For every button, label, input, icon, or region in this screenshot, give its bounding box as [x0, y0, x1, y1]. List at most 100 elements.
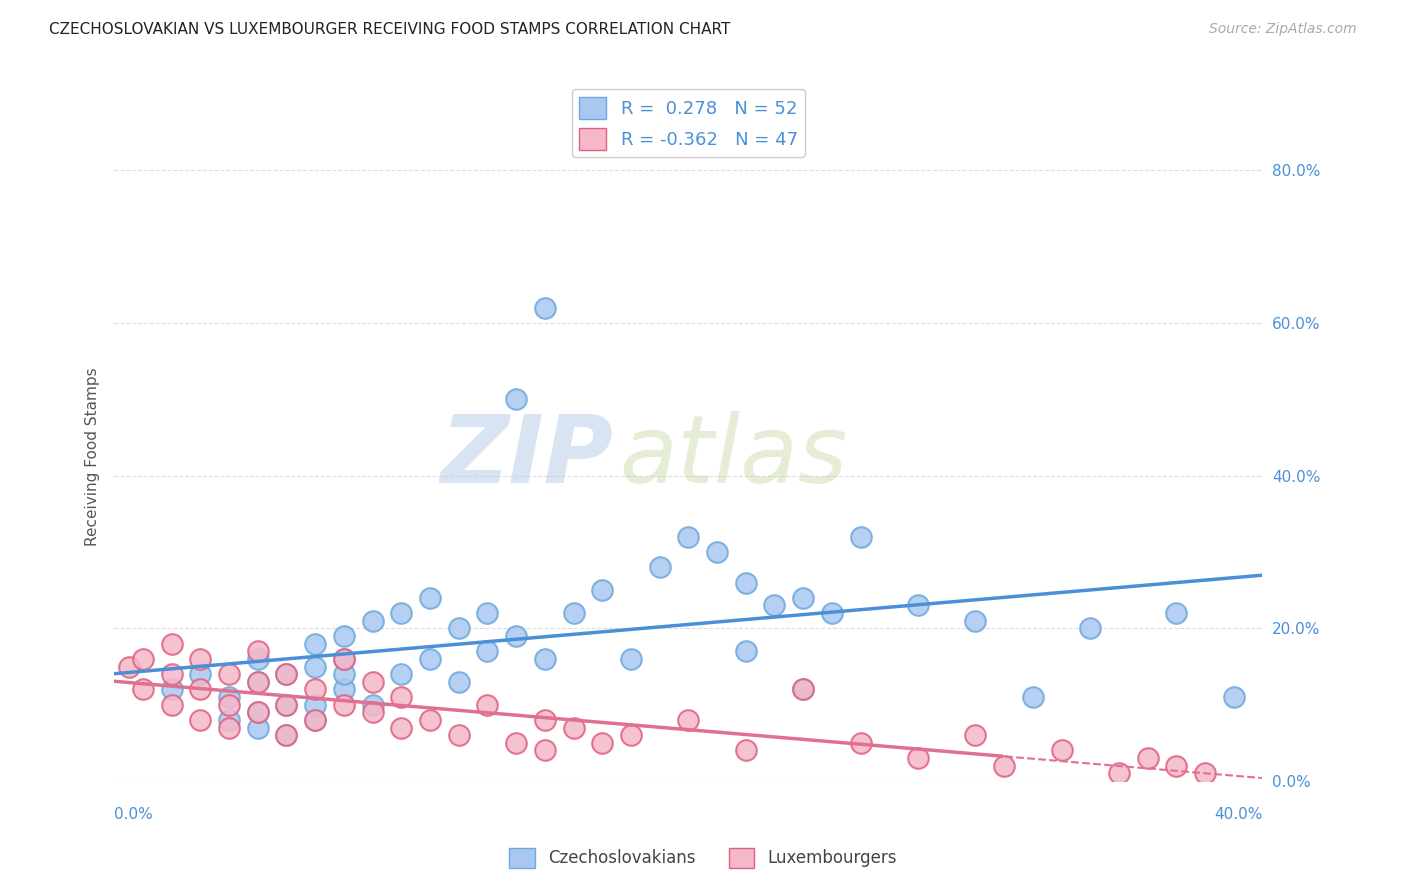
Point	[533, 713, 555, 727]
Point	[849, 736, 872, 750]
Point	[304, 698, 326, 712]
Point	[304, 682, 326, 697]
Point	[389, 690, 412, 704]
Point	[505, 736, 527, 750]
Point	[276, 728, 298, 742]
Point	[477, 698, 499, 712]
Point	[246, 652, 269, 666]
Point	[218, 721, 240, 735]
Legend: R =  0.278   N = 52, R = -0.362   N = 47: R = 0.278 N = 52, R = -0.362 N = 47	[572, 89, 804, 157]
Point	[160, 698, 183, 712]
Point	[188, 713, 211, 727]
Text: 40.0%: 40.0%	[1215, 807, 1263, 822]
Point	[533, 652, 555, 666]
Point	[792, 682, 814, 697]
Point	[477, 644, 499, 658]
Point	[993, 758, 1015, 772]
Point	[447, 674, 470, 689]
Point	[304, 659, 326, 673]
Point	[276, 667, 298, 681]
Point	[333, 652, 356, 666]
Point	[821, 606, 844, 620]
Point	[678, 530, 700, 544]
Point	[907, 599, 929, 613]
Text: ZIP: ZIP	[441, 410, 613, 503]
Point	[333, 682, 356, 697]
Point	[1166, 758, 1188, 772]
Point	[276, 728, 298, 742]
Point	[333, 698, 356, 712]
Point	[246, 644, 269, 658]
Point	[160, 637, 183, 651]
Point	[160, 682, 183, 697]
Point	[188, 682, 211, 697]
Point	[304, 713, 326, 727]
Point	[389, 606, 412, 620]
Point	[1078, 621, 1101, 635]
Point	[792, 682, 814, 697]
Text: 0.0%: 0.0%	[114, 807, 153, 822]
Point	[1223, 690, 1246, 704]
Point	[792, 591, 814, 605]
Point	[304, 713, 326, 727]
Point	[218, 698, 240, 712]
Point	[965, 728, 987, 742]
Point	[304, 637, 326, 651]
Point	[419, 591, 441, 605]
Point	[361, 614, 384, 628]
Point	[849, 530, 872, 544]
Point	[477, 606, 499, 620]
Point	[620, 652, 643, 666]
Point	[276, 698, 298, 712]
Point	[1050, 743, 1073, 757]
Point	[763, 599, 786, 613]
Point	[533, 301, 555, 315]
Point	[419, 652, 441, 666]
Point	[533, 743, 555, 757]
Point	[447, 621, 470, 635]
Point	[246, 706, 269, 720]
Text: atlas: atlas	[620, 411, 848, 502]
Text: Source: ZipAtlas.com: Source: ZipAtlas.com	[1209, 22, 1357, 37]
Point	[734, 743, 756, 757]
Point	[706, 545, 728, 559]
Point	[246, 674, 269, 689]
Point	[447, 728, 470, 742]
Point	[117, 659, 139, 673]
Point	[505, 392, 527, 407]
Point	[333, 629, 356, 643]
Point	[591, 583, 613, 598]
Point	[218, 667, 240, 681]
Point	[361, 674, 384, 689]
Point	[389, 667, 412, 681]
Point	[419, 713, 441, 727]
Point	[591, 736, 613, 750]
Point	[678, 713, 700, 727]
Point	[132, 652, 155, 666]
Point	[333, 667, 356, 681]
Point	[648, 560, 671, 574]
Point	[276, 667, 298, 681]
Point	[246, 721, 269, 735]
Point	[562, 721, 585, 735]
Point	[562, 606, 585, 620]
Point	[965, 614, 987, 628]
Point	[333, 652, 356, 666]
Point	[505, 629, 527, 643]
Point	[160, 667, 183, 681]
Point	[620, 728, 643, 742]
Point	[1166, 606, 1188, 620]
Point	[361, 706, 384, 720]
Point	[734, 644, 756, 658]
Point	[734, 575, 756, 590]
Point	[1136, 751, 1159, 765]
Point	[1108, 766, 1130, 780]
Point	[132, 682, 155, 697]
Point	[188, 667, 211, 681]
Point	[188, 652, 211, 666]
Point	[907, 751, 929, 765]
Point	[218, 713, 240, 727]
Point	[1022, 690, 1045, 704]
Point	[389, 721, 412, 735]
Point	[246, 674, 269, 689]
